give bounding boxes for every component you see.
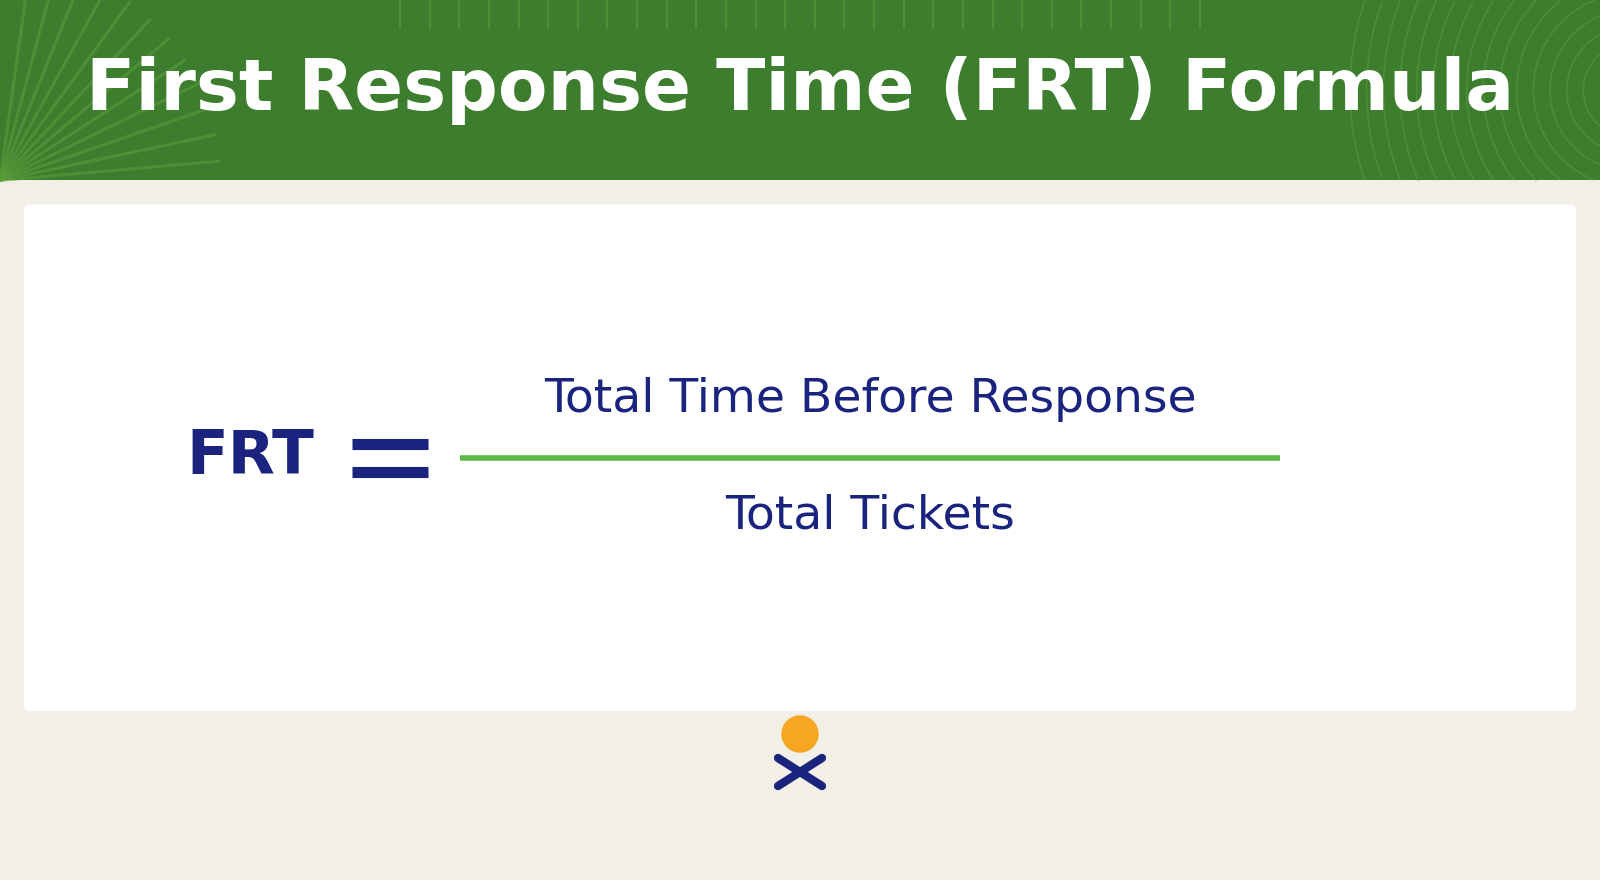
Bar: [0, 0, 1600, 180]
Circle shape: [782, 716, 818, 752]
Text: Total Tickets: Total Tickets: [725, 493, 1014, 539]
Text: First Response Time (FRT) Formula: First Response Time (FRT) Formula: [86, 55, 1514, 125]
Text: FRT: FRT: [186, 429, 314, 488]
Text: Total Time Before Response: Total Time Before Response: [544, 378, 1197, 422]
FancyBboxPatch shape: [24, 204, 1576, 711]
